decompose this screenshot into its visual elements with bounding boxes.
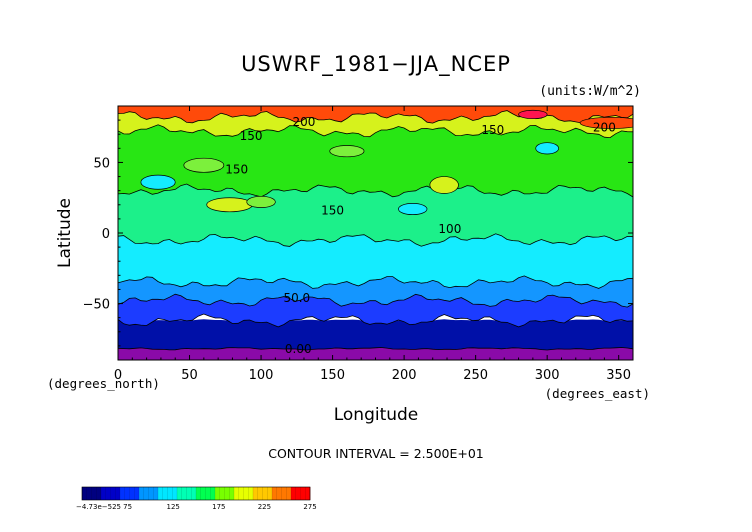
- x-tick-label: 350: [606, 368, 631, 383]
- y-axis-ticks: −50 0 50: [83, 119, 633, 347]
- contour-patch: [398, 203, 428, 216]
- colorbar-label: −4.73e−525: [76, 503, 121, 511]
- chart-title: USWRF_1981−JJA_NCEP: [241, 52, 511, 77]
- colorbar-frame: [81, 486, 311, 501]
- contour-line-150: [118, 183, 633, 198]
- contour-patch: [183, 157, 225, 173]
- contour-patch: [140, 174, 176, 190]
- contour-patch: [246, 195, 276, 208]
- contour-patch: [429, 176, 459, 194]
- colorbar-swatch: [158, 487, 178, 500]
- contour-fill-group: [118, 106, 633, 360]
- colorbar-label: 75: [123, 503, 132, 511]
- y-axis-label: Latitude: [55, 198, 75, 268]
- contour-label: 200: [293, 115, 316, 129]
- contour-patch: [579, 116, 633, 129]
- contour-band-0: [118, 347, 633, 360]
- contour-patch: [206, 197, 253, 213]
- colorbar-swatch: [253, 487, 273, 500]
- contour-line-100: [118, 275, 633, 289]
- contour-band-75: [118, 275, 633, 308]
- contour-band-100: [118, 233, 633, 289]
- contour-label: 150: [321, 204, 344, 218]
- x-unit-label: (degrees_east): [545, 386, 650, 401]
- colorbar-swatch: [120, 487, 140, 500]
- contour-patch: [518, 109, 548, 120]
- y-tick-label: −50: [83, 298, 110, 313]
- contour-label: 150: [240, 129, 263, 143]
- contour-labels-group: 200 150 150 150 150 200 100 50.0 0.00: [225, 115, 616, 356]
- colorbar-swatch: [101, 487, 121, 500]
- colorbar-swatch: [196, 487, 216, 500]
- colorbar-swatch: [215, 487, 235, 500]
- contour-line-25: [118, 347, 633, 351]
- colorbar-swatch: [139, 487, 159, 500]
- colorbar-label: 225: [258, 503, 271, 511]
- x-tick-label: 300: [535, 368, 560, 383]
- x-tick-label: 200: [392, 368, 417, 383]
- contour-line-50: [118, 313, 633, 328]
- contour-label: 200: [593, 120, 616, 134]
- units-label: (units:W/m^2): [539, 84, 641, 99]
- colorbar-label: 175: [212, 503, 225, 511]
- contour-lines-group: [118, 109, 633, 351]
- colorbar-label: 275: [303, 503, 316, 511]
- contour-band-250: [118, 106, 633, 124]
- x-axis-label: Longitude: [334, 405, 419, 425]
- y-tick-label: 50: [93, 156, 110, 171]
- contour-interval-note: CONTOUR INTERVAL = 2.500E+01: [268, 446, 484, 461]
- contour-label: 0.00: [285, 342, 312, 356]
- x-tick-label: 150: [320, 368, 345, 383]
- y-unit-label: (degrees_north): [47, 376, 160, 391]
- contour-line-75: [118, 293, 633, 308]
- x-tick-label: 250: [463, 368, 488, 383]
- colorbar: −4.73e−525 75 125 175 225 275: [76, 486, 317, 511]
- contour-band-50: [118, 294, 633, 327]
- contour-patch: [535, 142, 559, 155]
- contour-band-200: [118, 110, 633, 138]
- colorbar-swatch: [177, 487, 197, 500]
- x-axis-ticks: 0 50 100 150 200 250 300 350: [114, 106, 631, 383]
- contour-line-125: [118, 233, 633, 247]
- contour-band-25: [118, 319, 633, 350]
- x-tick-label: 100: [249, 368, 274, 383]
- contour-band-150: [118, 124, 633, 197]
- colorbar-swatch: [234, 487, 254, 500]
- contour-label: 100: [438, 222, 461, 236]
- colorbar-swatch: [291, 487, 311, 500]
- x-tick-label: 50: [181, 368, 198, 383]
- contour-line-200: [118, 124, 633, 139]
- contour-band-125: [118, 184, 633, 247]
- colorbar-swatch: [82, 487, 102, 500]
- y-tick-label: 0: [102, 227, 110, 242]
- colorbar-swatch: [272, 487, 292, 500]
- contour-patch: [329, 145, 365, 158]
- plot-area: 200 150 150 150 150 200 100 50.0 0.00: [117, 105, 634, 361]
- contour-label: 150: [481, 123, 504, 137]
- contour-label: 150: [225, 163, 248, 177]
- x-tick-label: 0: [114, 368, 122, 383]
- contour-label: 50.0: [283, 291, 310, 305]
- colorbar-label: 125: [167, 503, 180, 511]
